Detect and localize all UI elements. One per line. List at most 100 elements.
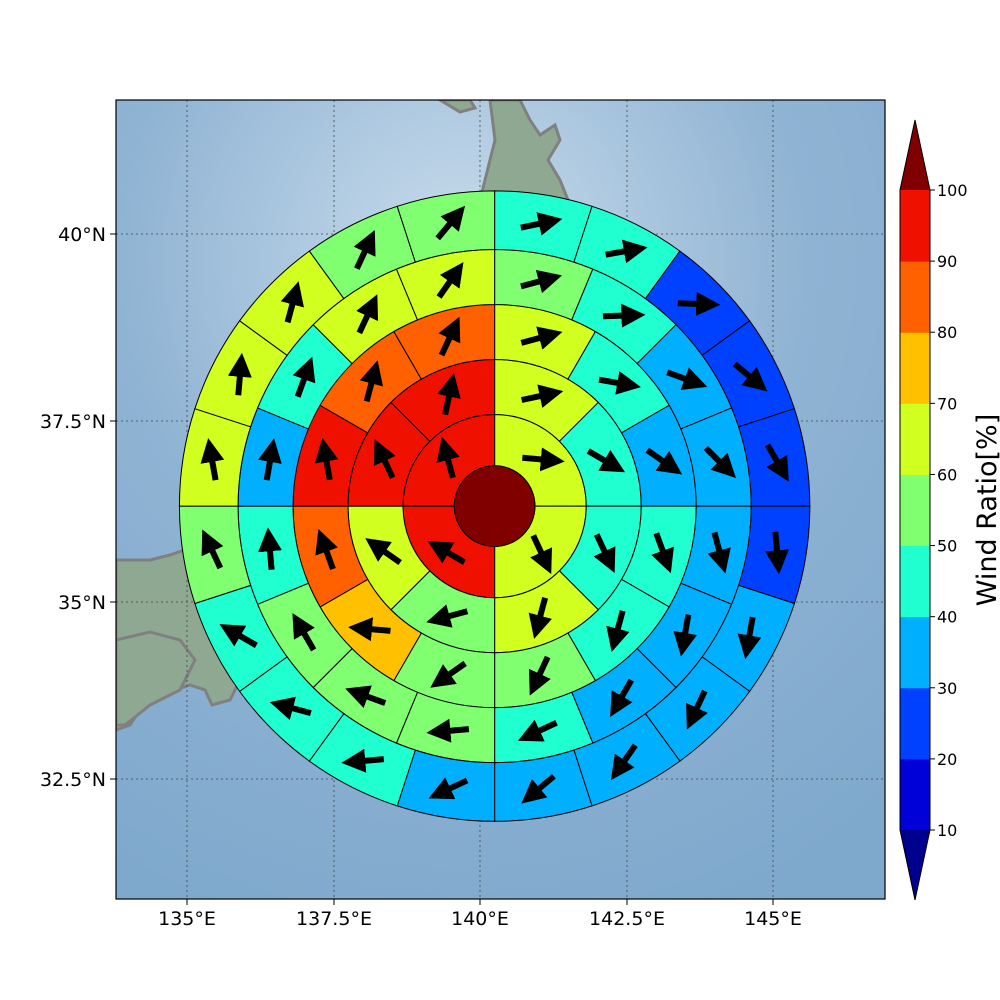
- colorbar-tick-label: 90: [937, 252, 957, 271]
- wind-arrow: [651, 532, 674, 574]
- colorbar: 10 20 30 40 50 60 70 80 90 100 Wind Ratio[%]: [899, 119, 1000, 901]
- colorbar-tick-label: 80: [937, 323, 957, 342]
- wind-arrow: [732, 361, 768, 392]
- colorbar-tick-label: 30: [937, 679, 957, 698]
- colorbar-title: Wind Ratio[%]: [972, 414, 1000, 606]
- wind-arrow: [606, 610, 630, 652]
- wind-arrow: [764, 443, 789, 482]
- wind-ratio-sectors: [178, 190, 811, 822]
- wind-arrow: [673, 614, 697, 657]
- wind-arrow: [764, 531, 789, 575]
- wind-arrow: [292, 612, 317, 652]
- colorbar-band: [900, 687, 930, 760]
- wind-arrow: [341, 748, 385, 773]
- colorbar-band: [900, 545, 930, 618]
- wind-arrow: [598, 371, 641, 395]
- wind-arrow: [610, 678, 634, 717]
- wind-arrow: [359, 360, 384, 403]
- wind-arrow: [258, 438, 282, 481]
- wind-arrow: [292, 356, 316, 398]
- colorbar-tick-label: 10: [937, 821, 957, 840]
- shikoku-landmass: [116, 630, 197, 727]
- colorbar-over-triangle: [900, 120, 930, 190]
- x-tick-label: 145°E: [744, 908, 802, 930]
- wind-arrow: [520, 212, 563, 236]
- y-tick-label: 37.5°N: [40, 411, 106, 433]
- wind-arrow: [426, 718, 470, 743]
- y-axis: 40°N 37.5°N 35°N 32.5°N: [40, 224, 116, 791]
- wind-arrow: [438, 316, 461, 357]
- wind-arrow: [201, 529, 224, 570]
- wind-arrow: [356, 294, 379, 335]
- wind-arrow: [528, 597, 552, 639]
- wind-arrow: [426, 604, 469, 628]
- wind-arrow: [645, 447, 683, 475]
- x-tick-label: 142.5°E: [589, 908, 665, 930]
- wind-arrow: [593, 533, 616, 574]
- wind-arrow: [373, 439, 396, 480]
- colorbar-tick-label: 70: [937, 394, 957, 413]
- colorbar-band: [900, 616, 930, 689]
- wind-arrow: [200, 438, 225, 481]
- map-frame: [115, 99, 886, 900]
- wind-arrow: [365, 538, 402, 566]
- wind-arrow: [520, 269, 563, 294]
- colorbar-under-triangle: [900, 830, 930, 900]
- map-area: [116, 100, 885, 899]
- colorbar-band: [900, 403, 930, 475]
- wind-arrow: [605, 239, 648, 264]
- wind-arrow: [269, 696, 312, 720]
- wind-arrow: [522, 447, 565, 472]
- wind-arrow: [517, 719, 558, 742]
- wind-arrow: [602, 303, 646, 328]
- colorbar-tick-label: 20: [937, 750, 957, 769]
- x-axis: 135°E 137.5°E 140°E 142.5°E 145°E: [158, 899, 802, 930]
- wind-arrow: [521, 384, 564, 408]
- wind-arrow: [666, 367, 708, 390]
- wind-arrow: [677, 291, 721, 316]
- wind-arrow: [430, 660, 467, 688]
- y-tick-label: 40°N: [58, 224, 106, 246]
- wind-arrow: [280, 281, 304, 324]
- wind-arrow: [435, 205, 466, 241]
- wind-arrow: [610, 743, 638, 781]
- wind-arrow: [529, 655, 551, 696]
- wind-arrow: [703, 445, 736, 479]
- colorbar-tick-label: 50: [937, 537, 957, 556]
- wind-arrow: [436, 262, 464, 299]
- colorbar-band: [900, 261, 930, 333]
- colorbar-band: [900, 474, 930, 547]
- wind-arrow: [586, 448, 626, 473]
- x-tick-label: 137.5°E: [296, 908, 372, 930]
- wind-arrow: [219, 624, 258, 648]
- x-tick-label: 135°E: [158, 908, 216, 930]
- wind-arrow: [521, 773, 556, 804]
- wind-arrow: [227, 352, 252, 396]
- wind-direction-arrows: [200, 205, 789, 804]
- wind-arrow: [427, 540, 466, 565]
- wind-arrow: [737, 616, 762, 660]
- wind-arrow: [436, 436, 460, 479]
- colorbar-tick-label: 40: [937, 608, 957, 627]
- center-disk: [453, 465, 536, 547]
- wind-arrow: [348, 617, 391, 642]
- wind-arrow: [314, 437, 339, 481]
- colorbar-tick-label: 60: [937, 465, 957, 484]
- colorbar-band: [900, 758, 930, 831]
- y-tick-label: 35°N: [58, 592, 106, 614]
- colorbar-band: [900, 332, 930, 404]
- wind-arrow: [520, 326, 563, 350]
- y-tick-label: 32.5°N: [40, 769, 106, 791]
- hokkaido-landmass: [437, 100, 478, 114]
- wind-arrow: [345, 685, 387, 708]
- wind-arrow: [315, 529, 338, 571]
- wind-arrow: [707, 531, 731, 574]
- wind-arrow: [258, 527, 282, 570]
- x-tick-label: 140°E: [451, 908, 509, 930]
- wind-arrow: [428, 777, 469, 800]
- colorbar-tick-label: 100: [937, 181, 968, 200]
- wind-arrow: [437, 373, 461, 416]
- wind-arrow: [686, 689, 708, 730]
- wind-arrow: [353, 230, 376, 270]
